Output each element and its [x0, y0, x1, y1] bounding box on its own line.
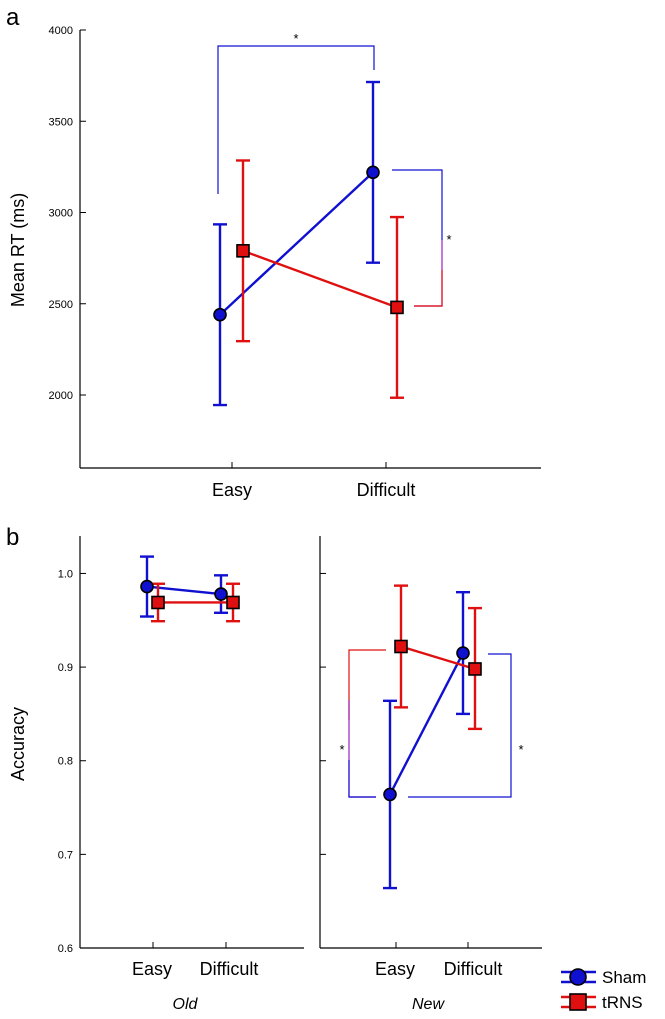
legend-marker-sham [569, 968, 587, 986]
panel-b-star-left: * [339, 742, 344, 757]
legend-item-trns: tRNS [561, 993, 643, 1012]
panel-a-letter: a [6, 4, 20, 31]
panel-a-sham-line [219, 171, 374, 316]
panel-b-y-tick-label: 0.8 [58, 756, 73, 768]
panel-a-series [213, 80, 404, 407]
panel-a-y-tick-label: 4000 [49, 25, 73, 37]
panel-a-axes [79, 30, 541, 469]
legend-marker-trns [569, 993, 587, 1011]
legend-item-sham: Sham [561, 968, 646, 987]
legend: Sham tRNS [561, 968, 646, 1012]
legend-label-trns: tRNS [602, 993, 643, 1012]
panel-b-old-x-label-easy: Easy [132, 959, 172, 979]
panel-b-y-tick-label: 0.7 [58, 849, 73, 861]
panel-a-trns-line [242, 249, 398, 309]
panel-a-y-tick-label: 2500 [49, 299, 73, 311]
panel-b-old-sham-point-1 [214, 587, 228, 601]
panel-b-old-trns-point-0 [151, 595, 165, 610]
panel-b-bracket-right-blue [408, 653, 512, 798]
panel-b-y-tick-label: 0.6 [58, 943, 73, 955]
panel-b-old-x-label-difficult: Difficult [200, 959, 259, 979]
panel-b-old-trns-point-1 [226, 595, 240, 610]
panel-b-old-sham-line [146, 585, 222, 596]
panel-a-star-right: * [446, 232, 451, 247]
panel-b-y-tick-label: 1.0 [58, 568, 73, 580]
panel-a-y-tick-label: 3500 [49, 116, 73, 128]
panel-b-new-x-label-difficult: Difficult [444, 959, 503, 979]
panel-a-sham-point-0 [213, 307, 227, 322]
panel-b-series [140, 555, 482, 890]
panel-a-star-top: * [293, 31, 298, 46]
panel-a-trns-point-1 [390, 300, 404, 315]
panel-b-new-sham-line [388, 652, 465, 795]
panel-b-old-axes [79, 536, 304, 949]
panel-a-y-tick-label: 3000 [49, 208, 73, 220]
panel-b-new-trns-line [400, 645, 476, 671]
panel-b-new-trns-point-0 [394, 639, 408, 654]
panel-b-bracket-left-blue [348, 760, 376, 798]
panel-a-x-label-difficult: Difficult [357, 480, 416, 500]
panel-a-bracket-right-red [414, 270, 443, 307]
panel-a-bracket-right-blue [392, 169, 443, 240]
panel-b-new-trns-point-1 [468, 662, 482, 676]
panel-a-brackets: * * [217, 31, 452, 307]
panel-b-bracket-left-red [348, 649, 386, 720]
panel-b-new-x-label-easy: Easy [375, 959, 415, 979]
panel-a-y-title: Mean RT (ms) [8, 193, 28, 307]
panel-b-brackets: * * [339, 649, 524, 798]
panel-a-x-label-easy: Easy [212, 480, 252, 500]
facet-label-new: New [412, 996, 445, 1013]
legend-label-sham: Sham [602, 968, 646, 987]
panel-a-y-tick-label: 2000 [49, 390, 73, 402]
panel-a-sham-point-1 [366, 165, 380, 180]
panel-b-old-sham-point-0 [140, 579, 154, 594]
panel-b-new-axes [319, 536, 542, 949]
panel-b-new-sham-point-1 [456, 646, 470, 660]
panel-b-bracket-left-magenta [348, 700, 376, 798]
panel-a-bracket-top [217, 45, 375, 194]
facet-label-old: Old [173, 996, 199, 1013]
panel-a-y-ticks: 2000 2500 3000 3500 4000 [49, 25, 86, 402]
panel-b-y-tick-label: 0.9 [58, 662, 73, 674]
panel-a-bracket-right-magenta [414, 240, 443, 307]
panel-a: a Mean RT (ms) 2000 2500 3000 3500 4000 Easy… [6, 4, 541, 500]
panel-a-x-labels: Easy Difficult [212, 462, 415, 500]
panel-b: b Accuracy 0.6 0.7 0.8 0.9 1.0 Easy Difficult… [6, 524, 542, 1013]
panel-a-trns-point-0 [236, 244, 250, 258]
panel-b-star-right: * [518, 742, 523, 757]
panel-b-letter: b [6, 524, 19, 551]
panel-b-y-title: Accuracy [8, 707, 28, 781]
panel-b-new-sham-point-0 [383, 787, 397, 802]
panel-b-y-ticks: 0.6 0.7 0.8 0.9 1.0 [58, 568, 326, 955]
panel-b-x-labels: Easy Difficult Easy Difficult [132, 942, 502, 979]
